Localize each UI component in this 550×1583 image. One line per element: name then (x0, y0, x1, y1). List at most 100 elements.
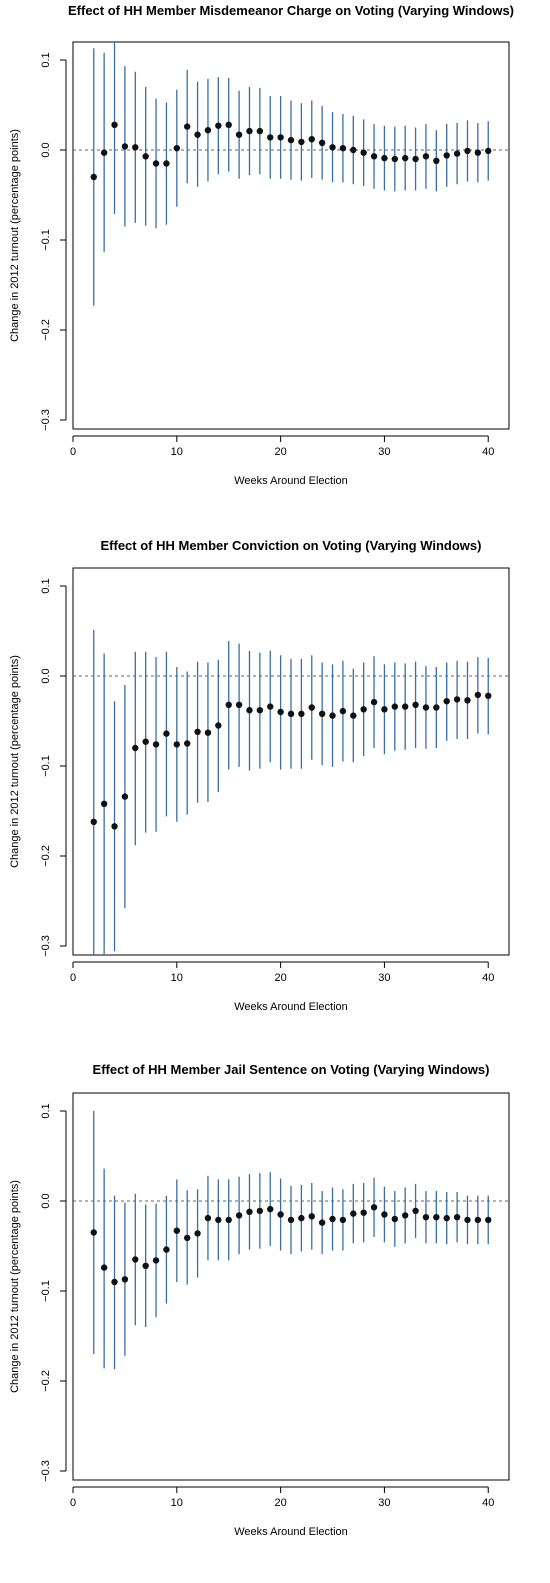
point-estimate (132, 1256, 139, 1263)
point-estimate (225, 1216, 232, 1224)
x-tick-label: 40 (482, 1497, 494, 1509)
x-tick-label: 20 (274, 446, 286, 458)
point-estimate (298, 710, 305, 717)
point-estimate (235, 131, 243, 138)
point-estimate (277, 708, 284, 716)
point-estimate (142, 153, 149, 160)
y-tick-label: −0.3 (40, 409, 52, 431)
point-estimate (183, 1234, 191, 1242)
point-estimate (225, 701, 232, 708)
point-estimate (464, 697, 471, 704)
point-estimate (142, 738, 149, 745)
point-estimate (350, 712, 357, 719)
point-estimate (173, 1227, 181, 1234)
chart-panel-1: Effect of HH Member Misdemeanor Charge o… (9, 3, 514, 487)
point-estimate (132, 144, 139, 151)
point-estimate (215, 1216, 222, 1224)
point-estimate (474, 149, 482, 156)
x-tick-label: 0 (70, 972, 76, 984)
x-axis-label: Weeks Around Election (234, 1526, 348, 1538)
point-estimate (318, 710, 326, 717)
point-estimate (360, 706, 367, 713)
point-estimate (256, 1207, 264, 1215)
point-estimate (474, 691, 482, 699)
point-estimate (111, 823, 118, 830)
point-estimate (360, 149, 367, 156)
point-estimate (433, 704, 440, 711)
y-tick-label: −0.2 (40, 845, 52, 867)
chart-panel-3: Effect of HH Member Jail Sentence on Vot… (9, 1062, 510, 1538)
point-estimate (90, 1229, 97, 1236)
point-estimate (235, 701, 243, 708)
point-estimate (391, 1215, 399, 1223)
point-estimate (308, 704, 315, 711)
point-estimate (350, 1210, 357, 1217)
point-estimate (443, 152, 450, 159)
point-estimate (225, 121, 232, 128)
y-tick-label: 0.0 (40, 1193, 52, 1208)
point-estimate (485, 1216, 492, 1224)
point-estimate (453, 696, 461, 703)
point-estimate (298, 1214, 305, 1222)
x-tick-label: 10 (171, 1497, 183, 1509)
point-estimate (433, 157, 440, 164)
point-estimate (464, 147, 471, 155)
point-estimate (287, 710, 295, 717)
x-axis-label: Weeks Around Election (234, 1001, 348, 1013)
point-estimate (121, 143, 129, 150)
y-tick-label: 0.1 (40, 52, 52, 67)
point-estimate (381, 1211, 388, 1218)
point-estimate (152, 741, 160, 748)
x-tick-label: 0 (70, 1497, 76, 1509)
point-estimate (318, 139, 326, 146)
x-tick-label: 40 (482, 972, 494, 984)
point-estimate (412, 701, 419, 708)
point-estimate (194, 728, 201, 735)
chart-panel-2: Effect of HH Member Conviction on Voting… (9, 538, 510, 1013)
point-estimate (173, 145, 181, 152)
point-estimate (401, 703, 409, 710)
point-estimate (370, 1204, 378, 1211)
x-tick-label: 0 (70, 446, 76, 458)
point-estimate (163, 730, 170, 737)
data-marks (90, 42, 492, 306)
point-estimate (215, 722, 222, 729)
point-estimate (339, 1216, 347, 1224)
point-estimate (152, 160, 160, 167)
point-estimate (194, 1230, 201, 1237)
point-estimate (350, 146, 357, 154)
point-estimate (183, 123, 191, 130)
y-tick-label: −0.1 (40, 229, 52, 251)
data-marks (90, 1111, 492, 1370)
point-estimate (100, 149, 108, 156)
point-estimate (485, 147, 492, 155)
point-estimate (370, 153, 378, 160)
point-estimate (412, 155, 419, 163)
point-estimate (453, 1214, 461, 1221)
point-estimate (163, 1246, 170, 1253)
y-tick-label: 0.0 (40, 668, 52, 683)
point-estimate (329, 144, 336, 151)
point-estimate (277, 134, 284, 141)
point-estimate (256, 707, 264, 714)
point-estimate (401, 154, 409, 162)
point-estimate (121, 793, 129, 800)
y-tick-label: 0.1 (40, 1103, 52, 1118)
point-estimate (163, 160, 170, 167)
point-estimate (453, 150, 461, 157)
y-tick-label: −0.2 (40, 1370, 52, 1392)
point-estimate (142, 1262, 149, 1270)
point-estimate (235, 1212, 243, 1219)
point-estimate (422, 1214, 430, 1221)
y-axis-label: Change in 2012 turnout (percentage point… (9, 655, 21, 868)
point-estimate (287, 1216, 295, 1224)
point-estimate (183, 740, 191, 747)
y-tick-label: 0.1 (40, 578, 52, 593)
point-estimate (121, 1276, 129, 1283)
point-estimate (194, 131, 201, 138)
y-tick-label: −0.3 (40, 1460, 52, 1482)
x-tick-label: 30 (378, 1497, 390, 1509)
point-estimate (401, 1212, 409, 1219)
chart-title: Effect of HH Member Misdemeanor Charge o… (68, 3, 514, 18)
